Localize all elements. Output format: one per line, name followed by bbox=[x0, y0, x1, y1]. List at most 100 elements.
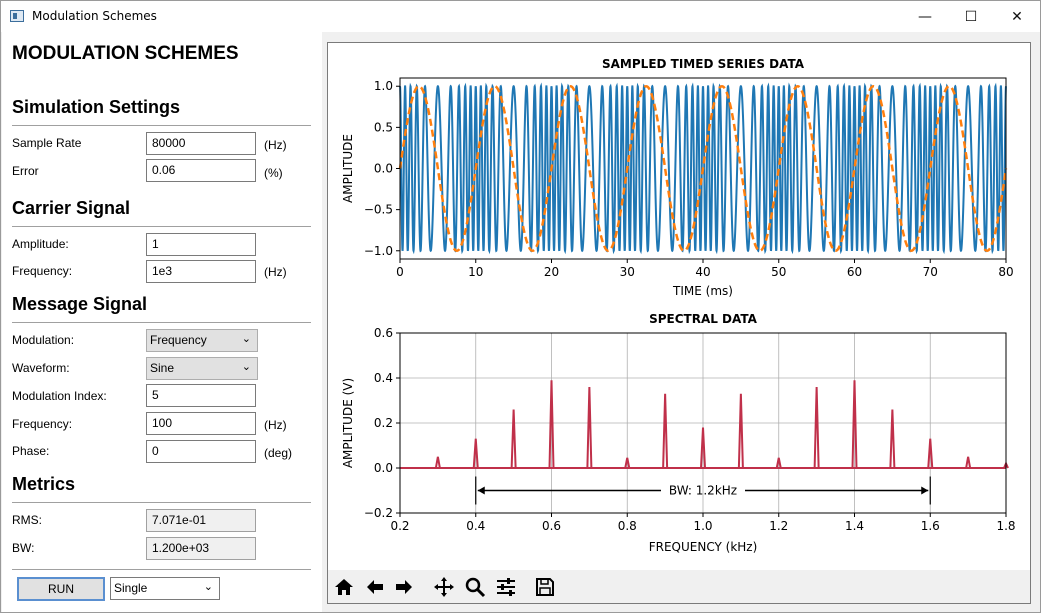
x-tick-label: 1.2 bbox=[769, 519, 788, 533]
x-tick-label: 1.0 bbox=[693, 519, 712, 533]
x-tick-label: 0 bbox=[396, 265, 404, 279]
phase-label: Phase: bbox=[12, 444, 50, 458]
carrier-amplitude-label: Amplitude: bbox=[12, 237, 69, 251]
x-tick-label: 50 bbox=[771, 265, 786, 279]
error-input[interactable]: 0.06 bbox=[146, 159, 256, 182]
sample-rate-unit: (Hz) bbox=[264, 138, 287, 152]
y-tick-label: 0.0 bbox=[374, 162, 393, 176]
y-tick-label: 0.6 bbox=[374, 326, 393, 340]
page-title: MODULATION SCHEMES bbox=[12, 43, 239, 64]
figure: SAMPLED TIMED SERIES DATA 0 10 20 30 40 50 60 70… bbox=[341, 57, 1016, 554]
bw-annotation-label: BW: 1.2kHz bbox=[669, 484, 737, 498]
modulation-value: Frequency bbox=[150, 333, 207, 347]
phase-input[interactable]: 0 bbox=[146, 440, 256, 463]
carrier-amplitude-input[interactable]: 1 bbox=[146, 233, 256, 256]
zoom-icon[interactable] bbox=[462, 574, 488, 600]
app-icon bbox=[10, 10, 24, 22]
simulation-settings-heading: Simulation Settings bbox=[12, 97, 181, 117]
y-tick-label: 0.2 bbox=[374, 416, 393, 430]
spectrum-y-axis-label: AMPLITUDE (V) bbox=[341, 378, 355, 468]
window-title: Modulation Schemes bbox=[32, 9, 157, 23]
bw-arrowhead-right bbox=[921, 486, 929, 495]
run-mode-value: Single bbox=[114, 581, 148, 595]
metrics-heading: Metrics bbox=[12, 474, 76, 494]
phase-unit: (deg) bbox=[264, 446, 293, 460]
forward-arrow-icon[interactable] bbox=[391, 574, 417, 600]
spectrum-peak bbox=[472, 438, 479, 469]
bw-label: BW: bbox=[12, 541, 35, 555]
x-tick-label: 1.8 bbox=[996, 519, 1015, 533]
carrier-signal-heading: Carrier Signal bbox=[12, 198, 131, 218]
spectrum-peak bbox=[737, 393, 744, 469]
minimize-button[interactable]: — bbox=[918, 8, 932, 25]
run-mode-select[interactable]: Single ⌄ bbox=[110, 577, 220, 600]
waveform-label: Waveform: bbox=[12, 361, 70, 375]
x-tick-label: 0.6 bbox=[542, 519, 561, 533]
error-unit: (%) bbox=[264, 166, 283, 180]
carrier-frequency-label: Frequency: bbox=[12, 264, 73, 278]
carrier-signal-line bbox=[399, 82, 1007, 255]
spectrum-x-axis-label: FREQUENCY (kHz) bbox=[649, 540, 758, 554]
spectrum-peak bbox=[700, 427, 706, 469]
x-tick-label: 70 bbox=[923, 265, 938, 279]
spectrum-peak bbox=[813, 386, 820, 469]
settings-panel: MODULATION SCHEMES Simulation Settings S… bbox=[2, 32, 322, 612]
rms-value: 7.071e-01 bbox=[146, 509, 256, 532]
home-icon[interactable] bbox=[331, 574, 357, 600]
divider bbox=[12, 226, 311, 227]
carrier-frequency-input[interactable]: 1e3 bbox=[146, 260, 256, 283]
spectrum-peak bbox=[434, 456, 441, 469]
close-button[interactable]: ✕ bbox=[1011, 8, 1023, 25]
spectrum-peak bbox=[965, 456, 972, 469]
y-tick-label: 0.5 bbox=[374, 120, 393, 134]
x-tick-label: 0.4 bbox=[466, 519, 485, 533]
message-signal-heading: Message Signal bbox=[12, 294, 148, 314]
spectrum-peak bbox=[548, 380, 555, 469]
spectrum-chart-title: SPECTRAL DATA bbox=[649, 312, 758, 326]
x-tick-label: 1.6 bbox=[921, 519, 940, 533]
sample-rate-input[interactable]: 80000 bbox=[146, 132, 256, 155]
run-button[interactable]: RUN bbox=[17, 577, 105, 601]
x-tick-label: 30 bbox=[620, 265, 635, 279]
message-signal-line bbox=[398, 84, 1008, 253]
time-chart-title: SAMPLED TIMED SERIES DATA bbox=[602, 57, 805, 71]
time-x-axis-label: TIME (ms) bbox=[672, 284, 733, 298]
chevron-down-icon: ⌄ bbox=[203, 581, 213, 593]
x-tick-label: 80 bbox=[998, 265, 1013, 279]
carrier-frequency-unit: (Hz) bbox=[264, 265, 287, 279]
message-frequency-input[interactable]: 100 bbox=[146, 412, 256, 435]
spectrum-peak bbox=[851, 380, 858, 469]
configure-subplots-icon[interactable] bbox=[493, 574, 519, 600]
x-tick-label: 60 bbox=[847, 265, 862, 279]
y-tick-label: −1.0 bbox=[364, 244, 393, 258]
waveform-select[interactable]: Sine ⌄ bbox=[146, 357, 258, 380]
divider bbox=[12, 502, 311, 503]
spectrum-peak bbox=[624, 457, 631, 469]
x-tick-label: 40 bbox=[695, 265, 710, 279]
spectrum-peak bbox=[510, 409, 517, 469]
rms-label: RMS: bbox=[12, 513, 42, 527]
x-tick-label: 0.2 bbox=[390, 519, 409, 533]
title-bar: Modulation Schemes — ☐ ✕ bbox=[1, 1, 1040, 32]
message-frequency-label: Frequency: bbox=[12, 417, 73, 431]
spectrum-peak bbox=[775, 457, 782, 469]
spectrum-peak bbox=[586, 386, 593, 469]
y-tick-label: −0.5 bbox=[364, 203, 393, 217]
back-arrow-icon[interactable] bbox=[362, 574, 388, 600]
pan-icon[interactable] bbox=[431, 574, 457, 600]
bw-arrowhead-left bbox=[477, 486, 485, 495]
divider bbox=[12, 569, 311, 570]
spectrum-peak bbox=[662, 393, 669, 469]
chevron-down-icon: ⌄ bbox=[241, 361, 251, 373]
maximize-button[interactable]: ☐ bbox=[964, 8, 978, 25]
y-tick-label: 0.0 bbox=[374, 461, 393, 475]
plot-canvas: SAMPLED TIMED SERIES DATA 0 10 20 30 40 50 60 70… bbox=[327, 42, 1031, 604]
modulation-select[interactable]: Frequency ⌄ bbox=[146, 329, 258, 352]
time-y-axis-label: AMPLITUDE bbox=[341, 134, 355, 203]
modulation-index-input[interactable]: 5 bbox=[146, 384, 256, 407]
x-tick-label: 0.8 bbox=[618, 519, 637, 533]
bw-value: 1.200e+03 bbox=[146, 537, 256, 560]
save-icon[interactable] bbox=[532, 574, 558, 600]
y-tick-label: 0.4 bbox=[374, 371, 393, 385]
